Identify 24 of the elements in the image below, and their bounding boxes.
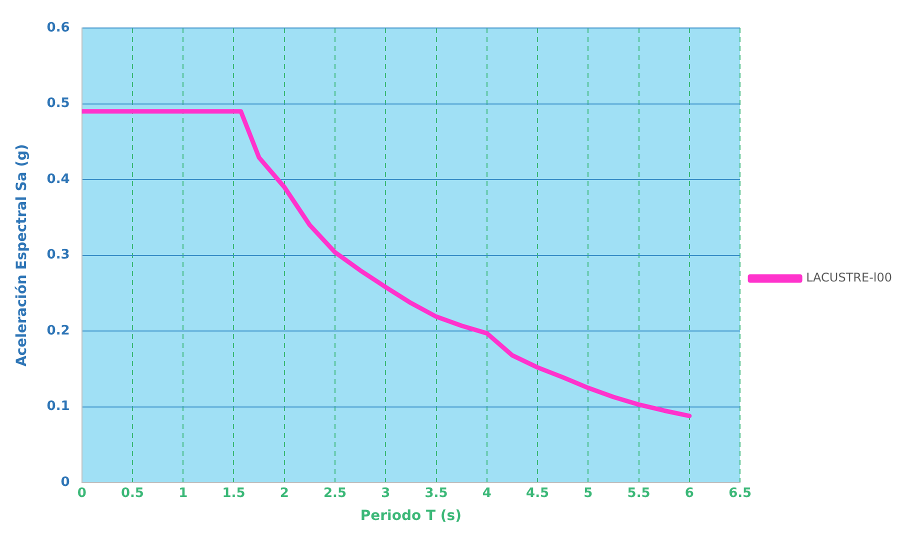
x-tick-label: 5.5 — [627, 486, 650, 501]
y-tick-label: 0.4 — [46, 172, 70, 187]
x-tick-label: 3 — [381, 486, 390, 501]
x-tick-label: 0 — [77, 486, 86, 501]
x-tick-label: 5 — [584, 486, 593, 501]
legend-label: LACUSTRE-l00 — [806, 270, 892, 285]
x-tick-label: 4 — [482, 486, 492, 501]
y-tick-label: 0.6 — [46, 20, 70, 36]
x-tick-label: 1.5 — [222, 486, 246, 501]
x-tick-label: 2.5 — [323, 486, 347, 501]
y-axis-title: Aceleración Espectral Sa (g) — [14, 144, 30, 367]
x-tick-label: 4.5 — [526, 486, 550, 501]
x-tick-label: 6.5 — [728, 486, 752, 501]
x-tick-label: 1 — [178, 486, 188, 501]
y-tick-label: 0.1 — [46, 399, 70, 414]
y-tick-label: 0 — [60, 474, 70, 490]
x-tick-label: 3.5 — [424, 486, 448, 501]
x-tick-label: 6 — [684, 486, 694, 501]
x-axis-title: Periodo T (s) — [360, 508, 462, 524]
x-tick-label: 0.5 — [120, 486, 144, 501]
y-tick-label: 0.2 — [46, 323, 70, 338]
y-tick-label: 0.5 — [46, 96, 70, 112]
y-tick-label: 0.3 — [46, 248, 70, 263]
x-tick-label: 2 — [280, 486, 289, 501]
